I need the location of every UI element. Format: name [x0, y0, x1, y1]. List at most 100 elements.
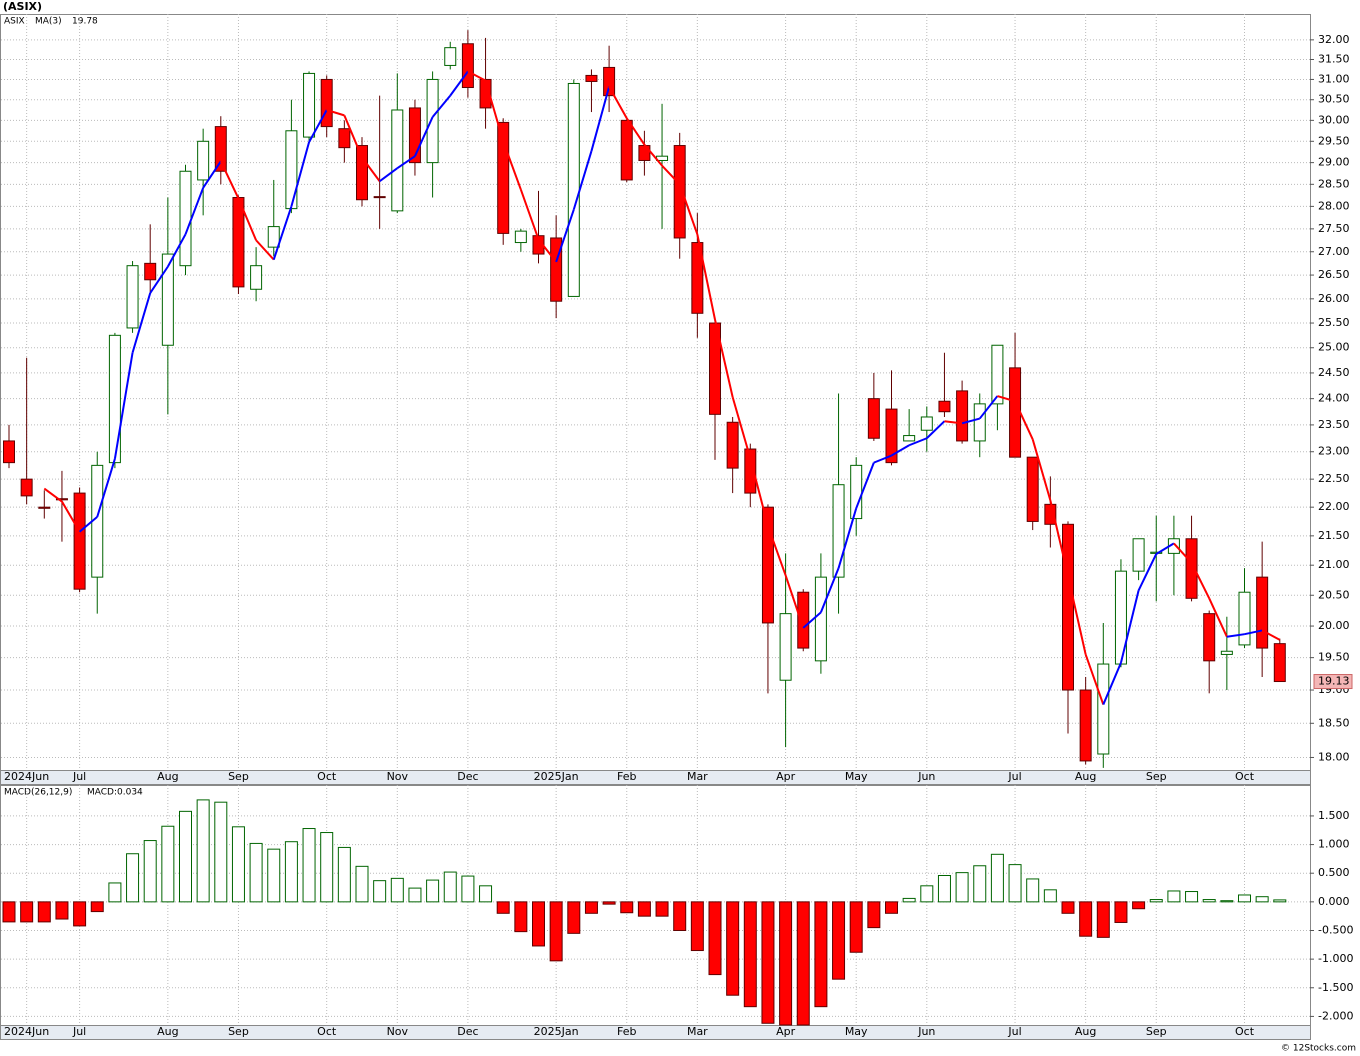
ma-line — [997, 395, 1016, 403]
y-tick-label: 29.00 — [1318, 156, 1350, 169]
macd-bar — [443, 871, 457, 903]
x-tick-label: Oct — [1235, 770, 1255, 783]
macd-bar — [1238, 894, 1251, 903]
ma-line — [819, 567, 840, 613]
x-tick-label: 2025Jan — [534, 770, 579, 783]
y-tick-label: 31.00 — [1318, 72, 1350, 85]
candle-body — [320, 78, 333, 128]
ma-line — [184, 187, 205, 235]
x-tick-label: Aug — [1075, 770, 1096, 783]
macd-bar — [602, 901, 616, 905]
macd-bar — [373, 880, 387, 903]
ma-line — [855, 462, 875, 509]
ma-line — [1261, 629, 1281, 641]
ma-line — [590, 86, 611, 152]
candle-body — [938, 400, 951, 413]
ma-line — [1155, 542, 1175, 555]
y-tick-label: 21.50 — [1318, 529, 1350, 542]
x-tick-label: Aug — [157, 770, 178, 783]
macd-bar — [885, 901, 898, 914]
ma-line — [467, 70, 487, 82]
candle-body — [832, 484, 845, 578]
ma-line — [1190, 562, 1211, 599]
candle-body — [426, 78, 439, 164]
macd-bar — [390, 877, 404, 903]
macd-bar — [673, 901, 687, 931]
macd-bar — [1202, 899, 1216, 903]
ma-line — [1173, 542, 1193, 564]
macd-bar — [73, 901, 87, 927]
ma-line — [113, 352, 134, 459]
macd-legend: MACD:0.034 — [87, 788, 143, 798]
macd-bar — [1185, 891, 1199, 903]
x-tick-label: 2024Jun — [4, 1025, 49, 1038]
y-tick-label: 24.50 — [1318, 366, 1350, 379]
x-tick-label: Oct — [1235, 1025, 1255, 1038]
y-tick-label: 19.50 — [1318, 651, 1350, 664]
ma-line — [643, 144, 663, 167]
ma-line — [926, 420, 946, 439]
x-tick-label: Jul — [1007, 770, 1021, 783]
macd-bar — [1255, 896, 1269, 903]
candle-body — [338, 128, 351, 149]
x-tick-label: Nov — [387, 770, 409, 783]
x-tick-label: Aug — [1075, 1025, 1096, 1038]
macd-bar — [496, 901, 510, 914]
ma-line — [43, 487, 63, 503]
ma-line — [714, 319, 734, 398]
ma-line — [326, 109, 345, 117]
ma-line — [379, 167, 398, 183]
macd-bar — [990, 853, 1004, 903]
ma-line — [837, 508, 858, 569]
ma-line — [272, 206, 293, 260]
y-tick-label: 31.50 — [1318, 52, 1350, 65]
ma-line — [767, 525, 787, 576]
y-tick-label: 21.00 — [1318, 558, 1350, 571]
ma-line — [1031, 439, 1052, 501]
ma-line — [661, 164, 681, 186]
candle-body — [73, 492, 86, 590]
macd-bar — [1220, 900, 1234, 903]
candle-body — [991, 344, 1004, 405]
macd-bar — [1061, 901, 1075, 914]
macd-bar — [814, 901, 828, 1008]
macd-bar — [1132, 901, 1146, 910]
macd-bar — [1273, 899, 1287, 903]
candle-body — [744, 448, 757, 494]
ma-line — [1208, 597, 1228, 638]
ma-line — [978, 395, 999, 420]
candle-body — [585, 74, 598, 82]
price-panel — [0, 14, 1311, 771]
y-tick-label: 28.50 — [1318, 177, 1350, 190]
macd-bar — [479, 885, 493, 903]
y-tick-label: 32.00 — [1318, 33, 1350, 46]
ma-line — [625, 117, 646, 146]
ma-line — [908, 437, 928, 447]
macd-bar — [408, 887, 422, 903]
y-tick-label: 27.00 — [1318, 245, 1350, 258]
last-price-box — [1313, 674, 1353, 690]
candle-body — [1220, 650, 1233, 655]
x-tick-label: Jun — [917, 770, 935, 783]
macd-bar — [1043, 889, 1057, 903]
ma-line — [1014, 400, 1034, 440]
candle-body — [550, 237, 563, 302]
macd-bar — [284, 841, 298, 903]
candle-body — [1238, 591, 1251, 646]
candle-body — [1132, 538, 1145, 572]
macd-bar — [973, 865, 987, 903]
x-tick-label: Oct — [317, 1025, 337, 1038]
candle-body — [567, 82, 580, 297]
candle-body — [726, 421, 739, 469]
macd-bar — [179, 810, 192, 903]
candle-body — [1185, 538, 1198, 599]
y-tick-label: 22.50 — [1318, 472, 1350, 485]
x-tick-label: Jul — [1007, 1025, 1021, 1038]
candle-body — [250, 265, 263, 290]
candle-body — [867, 398, 880, 439]
macd-bar — [708, 901, 722, 976]
x-tick-label: Feb — [617, 1025, 636, 1038]
ma-line — [219, 160, 240, 199]
macd-bar — [549, 901, 563, 962]
